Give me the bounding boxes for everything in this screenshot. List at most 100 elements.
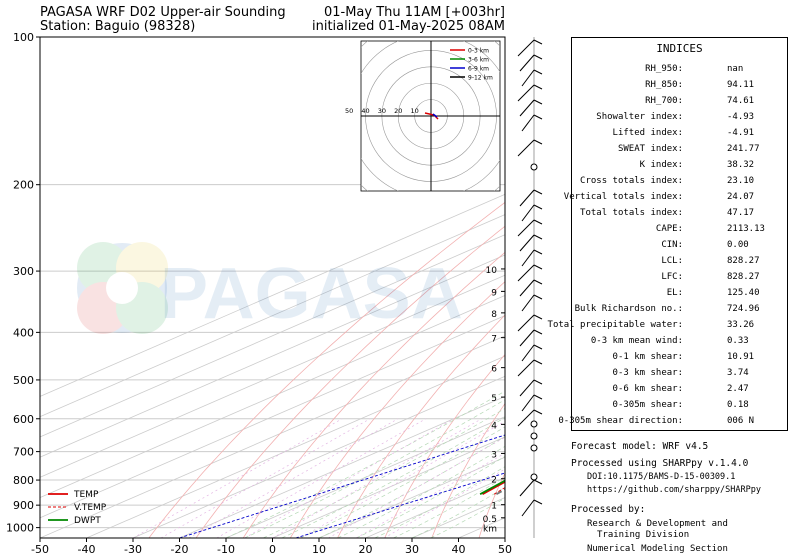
dry-adiabat (337, 314, 505, 538)
index-value: 33.26 (727, 320, 755, 330)
wind-barb (517, 359, 535, 377)
hodograph-trace-6-9km (432, 113, 438, 118)
wind-barb (521, 249, 535, 267)
dry-adiabat (195, 225, 505, 538)
index-value: nan (727, 64, 744, 74)
index-label: CIN: (661, 240, 683, 250)
dry-adiabat (478, 472, 505, 538)
index-label: RH_700: (645, 96, 683, 106)
wind-barb (517, 39, 535, 57)
height-label: 7 (491, 335, 497, 345)
hodograph-legend-label: 6-9 km (468, 66, 489, 73)
hodograph-ring-label: 50 (345, 107, 353, 115)
x-tick-label: -20 (171, 543, 189, 556)
legend-label: V.TEMP (74, 503, 107, 513)
height-label: 2 (491, 476, 497, 486)
index-row: Cross totals index: 23.10 (572, 176, 787, 192)
isotherm (225, 416, 505, 538)
wind-barb-flag (533, 479, 543, 485)
height-label: 1 (491, 502, 497, 512)
index-value: 006 N (727, 416, 755, 426)
wind-barbs (517, 37, 543, 538)
index-value: 0.18 (727, 400, 749, 410)
wind-barb (519, 279, 535, 297)
y-tick-label: 300 (13, 265, 34, 278)
index-row: 0-3 km mean wind: 0.33 (572, 336, 787, 352)
index-row: 0-1 km shear: 10.91 (572, 352, 787, 368)
height-label: 9 (491, 288, 497, 298)
x-tick-label: -50 (31, 543, 49, 556)
wind-barb-flag (533, 409, 543, 415)
index-row: Vertical totals index: 24.07 (564, 192, 787, 208)
index-row: RH_700: 74.61 (572, 96, 787, 112)
mixing-ratio-line (356, 452, 505, 538)
height-label: 0.5 (483, 515, 497, 525)
mixing-ratio-line (300, 420, 505, 538)
wind-barb (519, 479, 535, 497)
mixing-ratio-line (132, 418, 343, 538)
wind-barb-flag (533, 344, 543, 350)
height-label: 8 (491, 310, 497, 320)
wind-barb-flag (533, 204, 543, 210)
index-value: 241.77 (727, 144, 760, 154)
index-value: 125.40 (727, 288, 760, 298)
index-label: 0-1 km shear: (612, 352, 683, 362)
mixing-ratio-line (244, 418, 454, 538)
y-tick-label: 900 (13, 499, 34, 512)
wind-barb-flag (533, 219, 543, 225)
wind-barb-flag (533, 279, 543, 285)
title-right-2: initialized 01-May-2025 08AM (311, 19, 505, 34)
x-tick-label: -10 (217, 543, 235, 556)
index-label: EL: (666, 288, 683, 298)
calm-wind-marker (530, 473, 538, 481)
index-label: Total precipitable water: (547, 320, 683, 330)
index-value: 10.91 (727, 352, 755, 362)
wind-barb (519, 234, 535, 252)
index-value: 828.27 (727, 272, 760, 282)
index-row: EL: 125.40 (572, 288, 787, 304)
index-value: 0.00 (727, 240, 749, 250)
wind-barb (517, 264, 535, 282)
wind-barb (519, 329, 535, 347)
wind-barb-flag (533, 99, 543, 105)
wind-barb (521, 204, 535, 222)
wind-barb-flag (533, 139, 543, 145)
title-left-1: PAGASA WRF D02 Upper-air Sounding (40, 5, 286, 20)
wind-barb (521, 114, 535, 132)
index-label: Lifted index: (612, 128, 683, 138)
isotherm (40, 254, 505, 458)
moist-adiabat (300, 426, 505, 538)
moist-adiabat (244, 399, 505, 538)
wind-barb-flag (533, 294, 543, 300)
wind-barb-flag (533, 249, 543, 255)
index-row: Showalter index: -4.93 (572, 112, 787, 128)
index-label: 0-3 km shear: (612, 368, 683, 378)
mixing-ratio-line (188, 418, 399, 538)
isotherm (40, 335, 505, 538)
index-label: LFC: (661, 272, 683, 282)
wind-barb-flag (533, 314, 543, 320)
calm-wind-marker (530, 163, 538, 171)
wind-barb-flag (533, 189, 543, 195)
y-tick-label: 400 (13, 326, 34, 339)
y-tick-label: 200 (13, 179, 34, 192)
y-tick-label: 600 (13, 413, 34, 426)
index-value: 0.33 (727, 336, 749, 346)
index-row: CIN: 0.00 (572, 240, 787, 256)
index-label: Bulk Richardson no.: (574, 304, 683, 314)
y-tick-label: 1000 (6, 522, 34, 535)
index-label: 0-305m shear direction: (558, 416, 683, 426)
title-left-2: Station: Baguio (98328) (40, 19, 196, 34)
isotherm (179, 396, 505, 538)
index-row: LFC: 828.27 (572, 272, 787, 288)
index-row: K index: 38.32 (572, 160, 787, 176)
index-value: 23.10 (727, 176, 755, 186)
height-label: 3 (491, 450, 497, 460)
calm-wind-marker (530, 432, 538, 440)
index-value: -4.93 (727, 112, 755, 122)
index-value: 3.74 (727, 368, 749, 378)
indices-panel: INDICES RH_950: nan RH_850: 94.11 RH_700: 74.… (548, 37, 788, 431)
hodograph-ring-label: 40 (361, 107, 369, 115)
wind-barb (519, 379, 535, 397)
